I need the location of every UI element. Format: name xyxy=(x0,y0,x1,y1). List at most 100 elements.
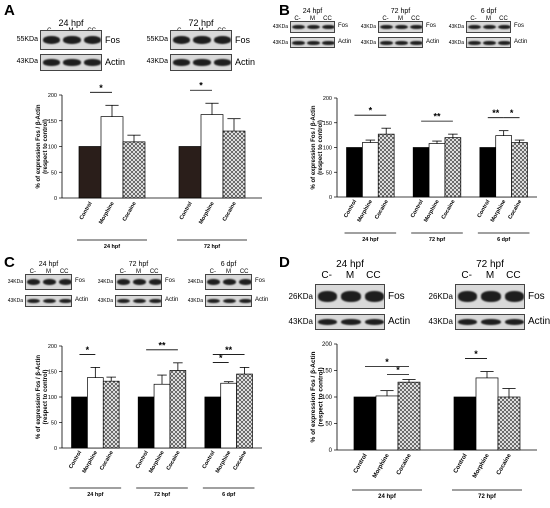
panel-label: B xyxy=(279,2,290,19)
bar-control-6-dpf xyxy=(479,147,497,198)
protein-band xyxy=(504,291,524,302)
blot-title: 72 hpf xyxy=(128,261,149,268)
molecular-weight-label: 43KDa xyxy=(97,298,113,304)
protein-band xyxy=(213,36,231,45)
y-axis-title: % of expression Fos / β-Actin(respect to… xyxy=(36,355,49,439)
y-tick-label: 100 xyxy=(48,145,57,151)
x-category-label: Morphine xyxy=(472,452,491,479)
x-category-label: Control xyxy=(343,199,358,219)
bar-morphine-6-dpf xyxy=(495,135,512,198)
lane-label: CC xyxy=(59,269,69,275)
panel-label: C xyxy=(4,254,15,271)
fos-band-row xyxy=(455,284,525,309)
significance-marker: ** xyxy=(225,345,233,355)
protein-label: Fos xyxy=(338,23,349,30)
actin-band-row xyxy=(25,295,72,307)
group-label: 6 dpf xyxy=(497,237,510,243)
fos-band-row xyxy=(25,274,72,290)
actin-band-row xyxy=(466,37,511,48)
molecular-weight-label: 43KDa xyxy=(187,298,203,304)
y-tick-label: 100 xyxy=(323,146,332,152)
group-label: 24 hpf xyxy=(362,237,378,243)
protein-band xyxy=(322,24,334,30)
y-tick-label: 100 xyxy=(48,395,57,401)
protein-band xyxy=(63,36,81,45)
molecular-weight-label: 43KDa xyxy=(272,24,288,30)
protein-band xyxy=(457,291,478,302)
protein-band xyxy=(498,40,510,45)
y-tick-label: 50 xyxy=(325,422,332,428)
y-tick-label: 0 xyxy=(329,195,332,201)
x-category-label: Morphine xyxy=(423,199,441,223)
y-tick-label: 200 xyxy=(322,342,333,348)
blot-title: 6 dpf xyxy=(480,8,497,15)
actin-band-row xyxy=(170,54,232,71)
fos-band-row xyxy=(466,21,511,33)
protein-band xyxy=(83,36,101,45)
group-label: 6 dpf xyxy=(222,492,235,498)
molecular-weight-label: 34KDa xyxy=(187,279,203,285)
protein-band xyxy=(193,36,211,45)
y-tick-label: 150 xyxy=(322,369,333,375)
molecular-weight-label: 26KDa xyxy=(428,291,453,301)
bar-control-24-hpf xyxy=(78,146,102,199)
blot-title: 24 hpf xyxy=(38,261,59,268)
actin-band-row xyxy=(115,295,162,307)
x-category-label: Morphine xyxy=(98,201,116,225)
protein-band xyxy=(457,318,478,326)
x-category-label: Control xyxy=(135,450,150,470)
x-category-label: Control xyxy=(410,199,425,219)
bar-cocaine-24-hpf xyxy=(102,380,120,449)
panel-label: D xyxy=(279,254,290,271)
protein-band xyxy=(468,24,481,30)
bar-morphine-24-hpf xyxy=(100,116,124,199)
fos-band-row xyxy=(205,274,252,290)
group-label: 72 hpf xyxy=(429,237,445,243)
group-label: 24 hpf xyxy=(87,492,103,498)
x-category-label: Control xyxy=(79,201,94,221)
molecular-weight-label: 26KDa xyxy=(288,291,313,301)
protein-band xyxy=(322,40,334,45)
protein-label: Fos xyxy=(105,34,121,45)
fos-band-row xyxy=(290,21,335,33)
x-category-label: Morphine xyxy=(372,452,391,479)
protein-band xyxy=(148,298,161,304)
molecular-weight-label: 43KDa xyxy=(448,39,464,46)
lane-label: C- xyxy=(294,16,301,22)
x-category-label: Morphine xyxy=(490,199,508,223)
protein-band xyxy=(58,298,71,304)
lane-label: M xyxy=(485,270,495,281)
protein-band xyxy=(172,59,190,66)
protein-band xyxy=(317,291,338,302)
blot-title: 72 hpf xyxy=(390,8,411,15)
lane-label: C- xyxy=(382,16,389,22)
lane-label: C- xyxy=(119,269,126,275)
lane-label: M xyxy=(45,269,51,275)
fos-band-row xyxy=(115,274,162,290)
bar-chart: 0 50 100 150 200 % of expression Fos / β-Acti… xyxy=(310,342,537,500)
lane-label: M xyxy=(398,16,403,22)
protein-band xyxy=(481,318,501,326)
lane-label: M xyxy=(486,16,491,22)
y-tick-label: 50 xyxy=(51,170,57,176)
protein-band xyxy=(42,298,57,304)
lane-label: C- xyxy=(209,269,216,275)
protein-band xyxy=(364,291,384,302)
y-tick-label: 150 xyxy=(48,370,57,376)
blot-title: 6 dpf xyxy=(220,261,237,268)
group-label: 72 hpf xyxy=(154,492,170,498)
molecular-weight-label: 34KDa xyxy=(97,279,113,285)
significance-marker: * xyxy=(199,81,203,91)
lane-label: CC xyxy=(366,270,381,281)
protein-label: Fos xyxy=(255,278,266,285)
protein-band xyxy=(27,298,41,304)
protein-label: Fos xyxy=(528,290,545,302)
protein-label: Fos xyxy=(75,278,86,285)
molecular-weight-label: 43KDa xyxy=(272,39,288,46)
panel-d: D 24 hpf C- M CC 26KDa Fos 43KDa Actin 72 hpf C- M… xyxy=(275,252,550,503)
x-category-label: Morphine xyxy=(148,450,166,474)
actin-band-row xyxy=(455,314,525,330)
lane-label: CC xyxy=(149,269,159,275)
protein-band xyxy=(341,291,361,302)
